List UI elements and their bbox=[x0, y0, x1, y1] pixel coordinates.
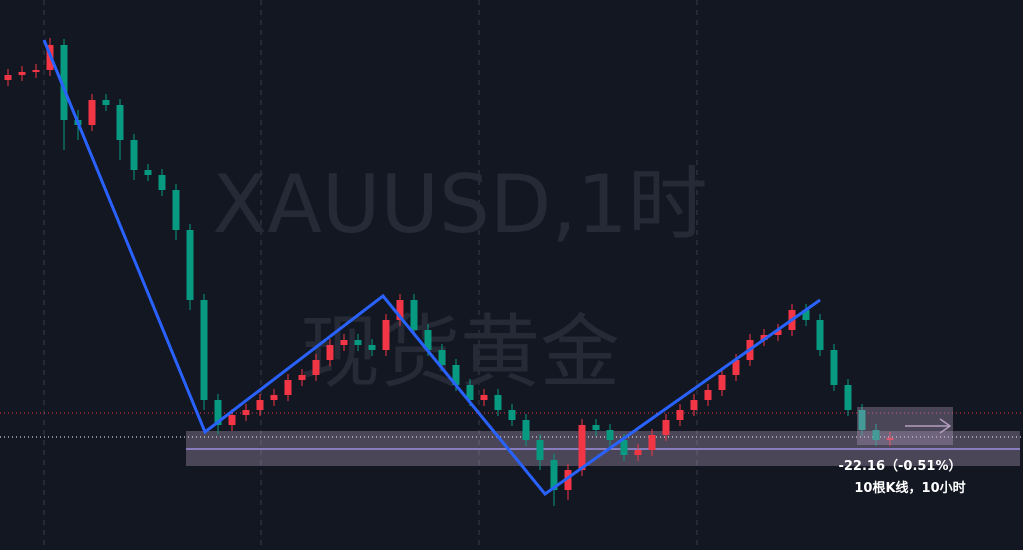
candle-body bbox=[620, 440, 628, 455]
measure-bars: 10根K线，10小时 bbox=[854, 480, 965, 496]
candle-body bbox=[844, 385, 852, 410]
candle-body bbox=[802, 310, 810, 320]
watermark-name: 现货黄金 bbox=[300, 306, 620, 399]
candle-body bbox=[592, 425, 600, 430]
watermark-symbol: XAUUSD,1时 bbox=[212, 158, 707, 251]
candle-body bbox=[732, 360, 740, 375]
candle-body bbox=[550, 460, 558, 490]
candle-body bbox=[690, 400, 698, 410]
candle-body bbox=[326, 345, 334, 360]
candle-body bbox=[536, 440, 544, 460]
candle-body bbox=[648, 435, 656, 450]
candle-body bbox=[4, 75, 12, 80]
candle-body bbox=[172, 190, 180, 230]
candle-body bbox=[284, 380, 292, 395]
candle-body bbox=[816, 320, 824, 350]
candle-body bbox=[116, 105, 124, 140]
candle-body bbox=[102, 100, 110, 105]
candle-body bbox=[144, 170, 152, 175]
candle-body bbox=[382, 320, 390, 350]
candle-body bbox=[186, 230, 194, 300]
candle-body bbox=[256, 400, 264, 410]
candle-body bbox=[522, 420, 530, 440]
candle-body bbox=[298, 375, 306, 380]
candle-body bbox=[774, 330, 782, 335]
candle-body bbox=[508, 410, 516, 420]
candle-body bbox=[578, 425, 586, 470]
candle-body bbox=[88, 100, 96, 125]
candle-body bbox=[466, 385, 474, 400]
candle-body bbox=[396, 300, 404, 320]
candle-body bbox=[60, 45, 68, 120]
candle-body bbox=[872, 430, 880, 440]
candle-body bbox=[494, 395, 502, 410]
candle-body bbox=[368, 345, 376, 350]
zigzag bbox=[42, 39, 821, 497]
candle-body bbox=[312, 360, 320, 375]
candle-body bbox=[886, 438, 894, 440]
candle-body bbox=[214, 400, 222, 425]
candle-body bbox=[662, 420, 670, 435]
candle-body bbox=[606, 430, 614, 440]
candle-body bbox=[354, 340, 362, 345]
candle-body bbox=[438, 350, 446, 365]
candle-body bbox=[32, 70, 40, 72]
candle-body bbox=[424, 330, 432, 350]
candle-body bbox=[228, 415, 236, 425]
candle-body bbox=[676, 410, 684, 420]
candle-body bbox=[858, 410, 866, 430]
candle-body bbox=[760, 335, 768, 340]
candle-body bbox=[452, 365, 460, 385]
candle-body bbox=[242, 410, 250, 415]
candle-body bbox=[158, 175, 166, 190]
session-lines bbox=[43, 0, 698, 550]
candle-body bbox=[718, 375, 726, 390]
candle-body bbox=[130, 140, 138, 170]
measure-change: -22.16（-0.51%） bbox=[838, 458, 961, 474]
candle-body bbox=[340, 340, 348, 345]
measure-arrow bbox=[939, 418, 952, 434]
candle-body bbox=[634, 450, 642, 455]
candle-body bbox=[270, 395, 278, 400]
candle-body bbox=[704, 390, 712, 400]
candle-body bbox=[564, 470, 572, 490]
candle-body bbox=[200, 300, 208, 400]
candle-body bbox=[830, 350, 838, 385]
candle-body bbox=[480, 395, 488, 400]
candle-body bbox=[18, 72, 26, 75]
candle-body bbox=[410, 300, 418, 330]
